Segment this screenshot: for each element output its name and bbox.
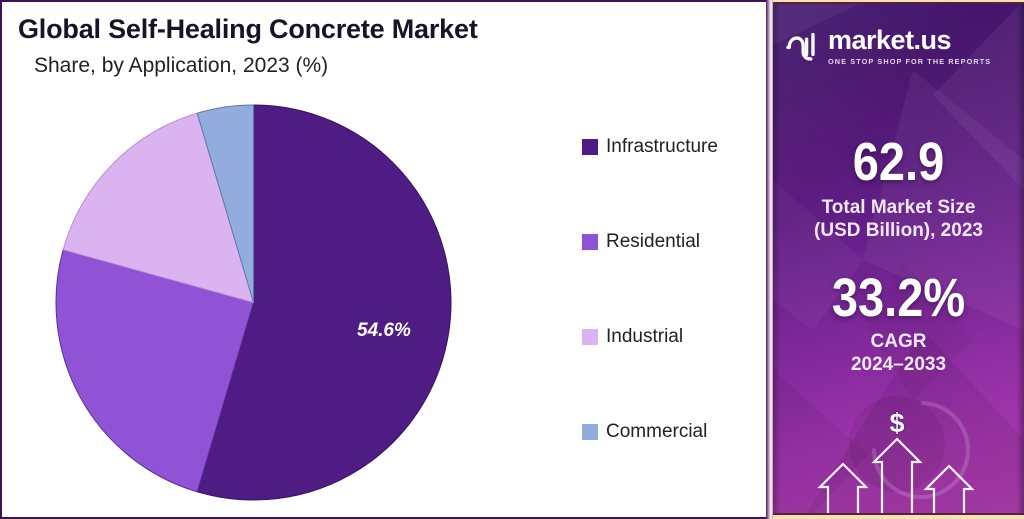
- svg-text:$: $: [889, 408, 904, 438]
